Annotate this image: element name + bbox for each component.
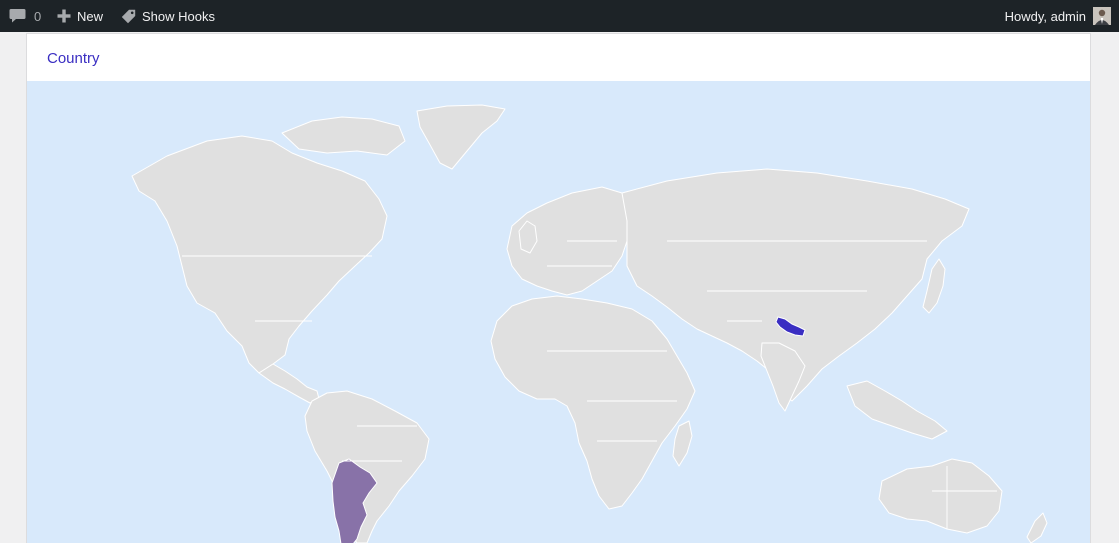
comments-count: 0 bbox=[34, 8, 42, 24]
border-lines bbox=[182, 240, 997, 529]
card-title: Country bbox=[47, 50, 100, 67]
world-map[interactable] bbox=[27, 81, 1090, 543]
region-africa[interactable] bbox=[490, 295, 696, 510]
new-label: New bbox=[77, 8, 104, 24]
region-central-america[interactable] bbox=[258, 363, 320, 404]
region-south-america[interactable] bbox=[304, 390, 430, 543]
account-menu[interactable]: Howdy, admin bbox=[1005, 0, 1111, 32]
region-uk[interactable] bbox=[518, 220, 538, 254]
world-map-svg bbox=[27, 81, 1090, 543]
region-japan[interactable] bbox=[922, 258, 946, 314]
region-india[interactable] bbox=[760, 342, 806, 412]
comments-menu-item[interactable]: 0 bbox=[9, 0, 41, 32]
region-asia[interactable] bbox=[621, 168, 970, 402]
region-arctic-islands[interactable] bbox=[281, 116, 406, 156]
user-avatar bbox=[1093, 7, 1111, 25]
region-nepal[interactable] bbox=[775, 316, 806, 337]
region-argentina[interactable] bbox=[331, 458, 378, 543]
plus-icon bbox=[57, 9, 71, 23]
show-hooks-label: Show Hooks bbox=[142, 8, 215, 24]
region-southeast-asia[interactable] bbox=[846, 380, 948, 440]
admin-bar: 0 New Show Hooks Howdy, admin bbox=[0, 0, 1119, 32]
region-greenland[interactable] bbox=[416, 104, 506, 170]
tag-icon bbox=[121, 9, 136, 24]
region-madagascar[interactable] bbox=[672, 420, 693, 467]
country-map-card: Country bbox=[26, 33, 1091, 543]
howdy-label: Howdy, admin bbox=[1004, 8, 1086, 24]
region-new-zealand[interactable] bbox=[1026, 512, 1048, 543]
region-australia[interactable] bbox=[878, 458, 1003, 534]
show-hooks-menu-item[interactable]: Show Hooks bbox=[121, 0, 215, 32]
new-content-menu-item[interactable]: New bbox=[57, 0, 103, 32]
speech-bubble-icon bbox=[9, 8, 26, 24]
region-north-america[interactable] bbox=[131, 135, 388, 374]
